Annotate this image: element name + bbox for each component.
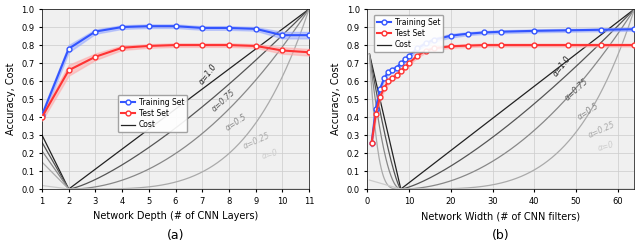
Y-axis label: Accuracy, Cost: Accuracy, Cost xyxy=(331,63,341,135)
Text: α=0.5: α=0.5 xyxy=(576,102,600,122)
Text: α=1.0: α=1.0 xyxy=(197,62,218,86)
Text: α=0: α=0 xyxy=(597,140,615,153)
Text: α=0.5: α=0.5 xyxy=(223,112,248,133)
Text: α=0.75: α=0.75 xyxy=(210,88,237,114)
X-axis label: Network Depth (# of CNN Layers): Network Depth (# of CNN Layers) xyxy=(93,211,258,221)
Legend: Training Set, Test Set, Cost: Training Set, Test Set, Cost xyxy=(118,95,187,132)
Text: α=0.25: α=0.25 xyxy=(586,120,616,140)
Text: α=0: α=0 xyxy=(261,148,279,160)
Y-axis label: Accuracy, Cost: Accuracy, Cost xyxy=(6,63,15,135)
Text: (a): (a) xyxy=(167,229,184,242)
Text: α=1.0: α=1.0 xyxy=(551,55,573,79)
Text: (b): (b) xyxy=(492,229,509,242)
Text: α=0.25: α=0.25 xyxy=(243,132,272,151)
X-axis label: Network Width (# of CNN filters): Network Width (# of CNN filters) xyxy=(421,211,580,221)
Text: α=0.75: α=0.75 xyxy=(563,76,591,102)
Legend: Training Set, Test Set, Cost: Training Set, Test Set, Cost xyxy=(374,15,443,52)
